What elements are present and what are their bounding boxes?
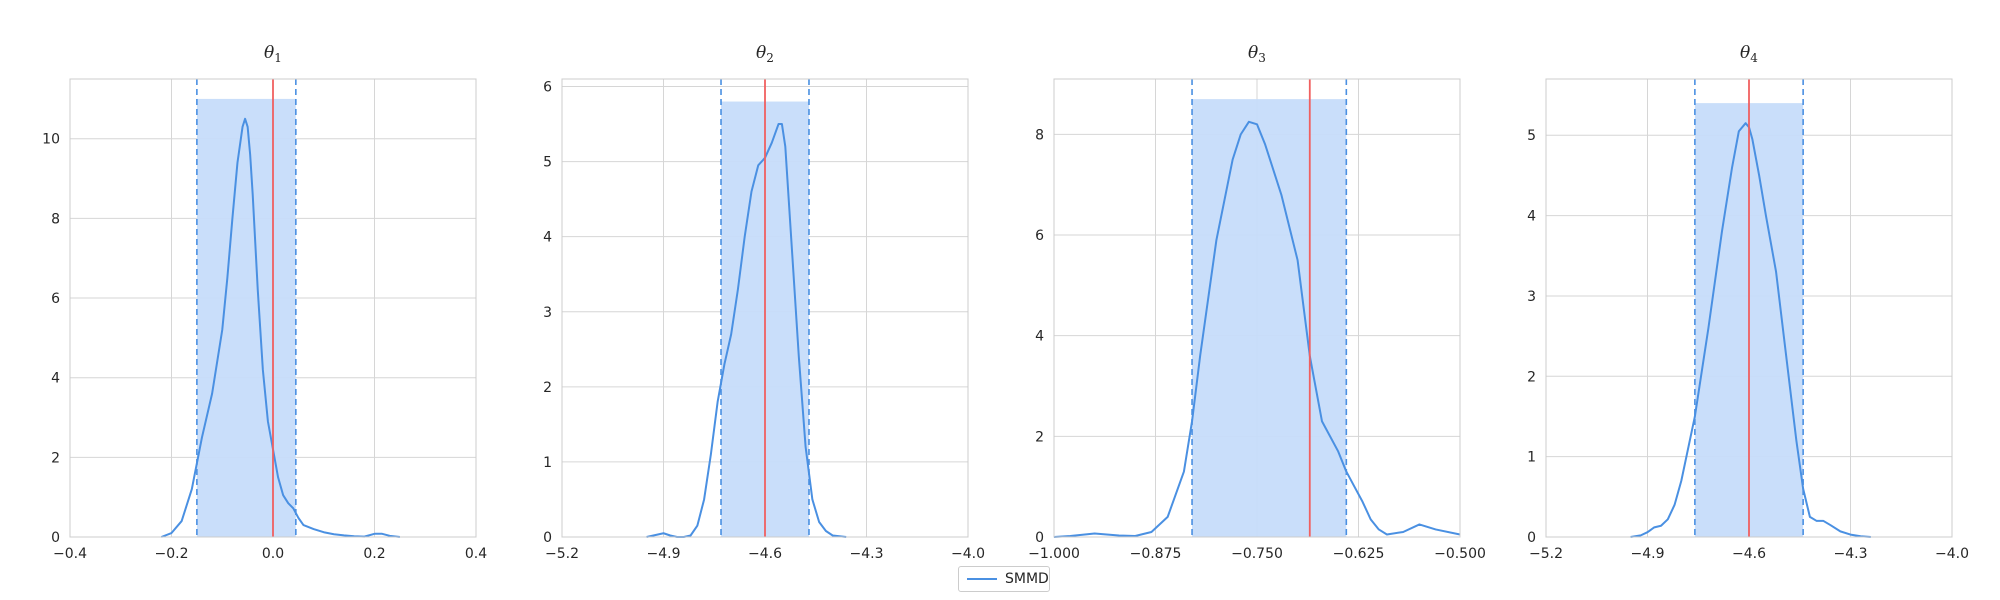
density-curve (1053, 120, 1461, 538)
x-tick-label: −0.500 (1434, 546, 1486, 562)
x-tick-label: −5.2 (1529, 546, 1563, 562)
y-tick-label: 2 (1527, 369, 1536, 385)
y-tick-label: 2 (1035, 429, 1044, 445)
panel-title: θ2 (756, 43, 774, 65)
y-tick-label: 8 (1035, 127, 1044, 143)
x-tick-label: −4.9 (1631, 546, 1665, 562)
x-tick-label: −4.0 (1935, 546, 1969, 562)
panel-title-symbol: θ (1248, 43, 1258, 63)
y-tick-label: 0 (543, 530, 552, 546)
x-tick-label: −4.6 (1732, 546, 1766, 562)
y-tick-label: 4 (543, 230, 552, 246)
y-tick-label: 4 (1035, 329, 1044, 345)
y-tick-label: 1 (1527, 450, 1536, 466)
x-tick-label: −5.2 (545, 546, 579, 562)
panel-title-symbol: θ (264, 43, 274, 63)
y-tick-label: 10 (42, 132, 60, 148)
panel-title-symbol: θ (1740, 43, 1750, 63)
x-tick-label: −4.0 (951, 546, 985, 562)
panel-title-symbol: θ (756, 43, 766, 63)
x-tick-label: −0.2 (155, 546, 189, 562)
x-tick-label: −4.3 (1834, 546, 1868, 562)
panel-title: θ4 (1740, 43, 1758, 65)
panel-title: θ3 (1248, 43, 1266, 65)
x-tick-label: 0.4 (465, 546, 487, 562)
x-tick-label: −0.625 (1333, 546, 1385, 562)
y-tick-label: 5 (1527, 128, 1536, 144)
y-tick-label: 4 (51, 371, 60, 387)
legend-label: SMMD (1005, 571, 1049, 587)
y-tick-label: 2 (543, 380, 552, 396)
plot-frame (69, 78, 477, 538)
legend-line-swatch (967, 578, 997, 580)
panel-title: θ1 (264, 43, 282, 65)
x-tick-label: −4.3 (850, 546, 884, 562)
x-tick-label: 0.0 (262, 546, 284, 562)
y-tick-label: 8 (51, 211, 60, 227)
y-tick-label: 3 (543, 305, 552, 321)
y-tick-label: 3 (1527, 289, 1536, 305)
panel-title-subscript: 3 (1258, 51, 1266, 65)
y-tick-label: 6 (543, 80, 552, 96)
plot-frame (561, 78, 969, 538)
plot-frame (1545, 78, 1953, 538)
panel-1: −0.4 −0.2 0.0 0.2 0.4 0 2 4 6 8 10 θ1 (42, 43, 487, 562)
y-tick-label: 2 (51, 450, 60, 466)
panel-title-subscript: 1 (274, 51, 282, 65)
legend: SMMD (958, 566, 1050, 592)
x-tick-label: 0.2 (363, 546, 385, 562)
x-tick-label: −0.875 (1130, 546, 1182, 562)
interval-band (1192, 99, 1347, 537)
y-tick-label: 1 (543, 455, 552, 471)
y-tick-label: 6 (1035, 228, 1044, 244)
y-tick-label: 5 (543, 155, 552, 171)
panel-title-subscript: 2 (766, 51, 774, 65)
x-tick-label: −4.9 (647, 546, 681, 562)
panel-title-subscript: 4 (1750, 51, 1758, 65)
interval-band (196, 98, 296, 538)
x-tick-label: −0.4 (53, 546, 87, 562)
y-tick-label: 0 (51, 530, 60, 546)
x-tick-label: −4.6 (748, 546, 782, 562)
x-tick-label: −1.000 (1028, 546, 1080, 562)
y-tick-label: 0 (1527, 530, 1536, 546)
plot-frame (1053, 78, 1461, 538)
x-tick-label: −0.750 (1231, 546, 1283, 562)
y-tick-label: 0 (1035, 530, 1044, 546)
y-tick-label: 4 (1527, 209, 1536, 225)
panel-3: −1.000 −0.875 −0.750 −0.625 −0.500 0 2 4 6 8 θ3 (1028, 43, 1486, 562)
density-curve (160, 117, 400, 538)
y-tick-label: 6 (51, 291, 60, 307)
density-curve (1630, 122, 1871, 538)
